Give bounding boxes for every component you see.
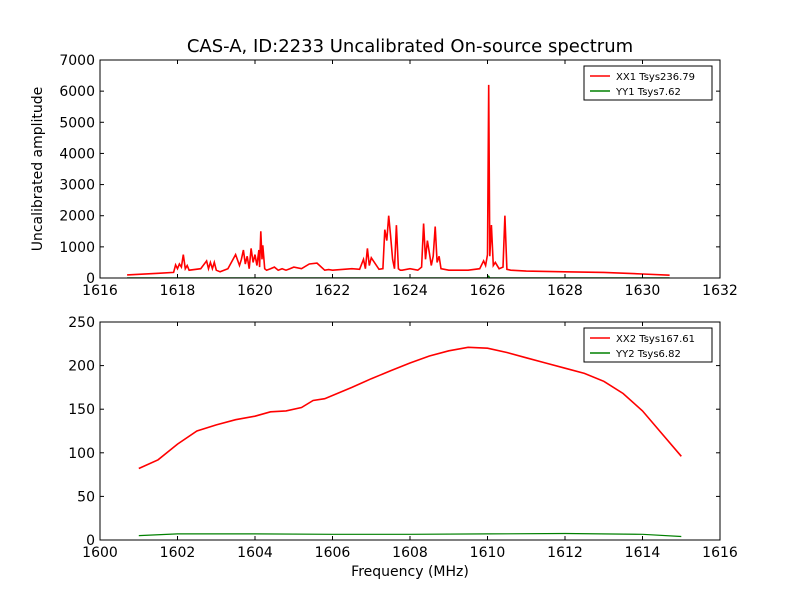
top-y-tick-label: 5000	[59, 115, 95, 131]
bottom-series-yy-line	[138, 532, 682, 538]
top-x-tick-label: 1624	[392, 283, 428, 299]
top-x-tick-label: 1630	[625, 283, 661, 299]
bottom-x-tick-label: 1604	[237, 545, 273, 561]
bottom-legend-entry-xx: XX2 Tsys167.61	[616, 334, 695, 345]
top-x-tick-label: 1618	[160, 283, 196, 299]
bottom-x-tick-label: 1610	[470, 545, 506, 561]
bottom-y-tick-label: 250	[68, 315, 95, 331]
bottom-legend-box	[583, 327, 713, 363]
top-y-axis-label: Uncalibrated amplitude	[30, 87, 46, 252]
bottom-y-tick-label: 0	[86, 533, 95, 549]
bottom-x-tick-label: 1606	[315, 545, 351, 561]
top-legend-entry-xx: XX1 Tsys236.79	[616, 72, 695, 83]
bottom-spectrum-plot: 1600 1602 1604 1606 1608 1610 1612 1614 1616 0 50 1…	[68, 315, 738, 580]
top-x-tick-label: 1626	[470, 283, 506, 299]
top-y-tick-label: 2000	[59, 209, 95, 225]
bottom-y-tick-label: 50	[77, 489, 95, 505]
bottom-x-tick-label: 1612	[547, 545, 583, 561]
top-spectrum-plot: 1616 1618 1620 1622 1624 1626 1628 1630 1632 0 100…	[30, 53, 738, 299]
top-y-tick-label: 4000	[59, 146, 95, 162]
top-x-tick-label: 1632	[702, 283, 738, 299]
top-x-tick-label: 1620	[237, 283, 273, 299]
figure-title: CAS-A, ID:2233 Uncalibrated On-source sp…	[187, 36, 633, 57]
top-y-tick-label: 3000	[59, 178, 95, 194]
top-series-xx-line	[127, 84, 670, 276]
bottom-y-tick-label: 100	[68, 446, 95, 462]
top-y-tick-label: 6000	[59, 84, 95, 100]
top-y-tick-label: 1000	[59, 240, 95, 256]
top-legend-entry-yy: YY1 Tsys7.62	[615, 87, 681, 98]
bottom-y-tick-label: 200	[68, 359, 95, 375]
bottom-x-tick-label: 1602	[160, 545, 196, 561]
bottom-x-axis-label: Frequency (MHz)	[351, 564, 469, 580]
top-y-tick-label: 0	[86, 271, 95, 287]
bottom-x-tick-label: 1616	[702, 545, 738, 561]
bottom-x-tick-label: 1608	[392, 545, 428, 561]
bottom-series-xx-line	[138, 346, 682, 470]
top-x-tick-label: 1622	[315, 283, 351, 299]
top-y-tick-label: 7000	[59, 53, 95, 69]
top-x-tick-label: 1616	[82, 283, 118, 299]
top-legend-box	[583, 65, 713, 101]
bottom-legend-entry-yy: YY2 Tsys6.82	[615, 349, 681, 360]
top-x-tick-label: 1628	[547, 283, 583, 299]
bottom-y-tick-label: 150	[68, 402, 95, 418]
bottom-x-tick-label: 1600	[82, 545, 118, 561]
bottom-x-tick-label: 1614	[625, 545, 661, 561]
